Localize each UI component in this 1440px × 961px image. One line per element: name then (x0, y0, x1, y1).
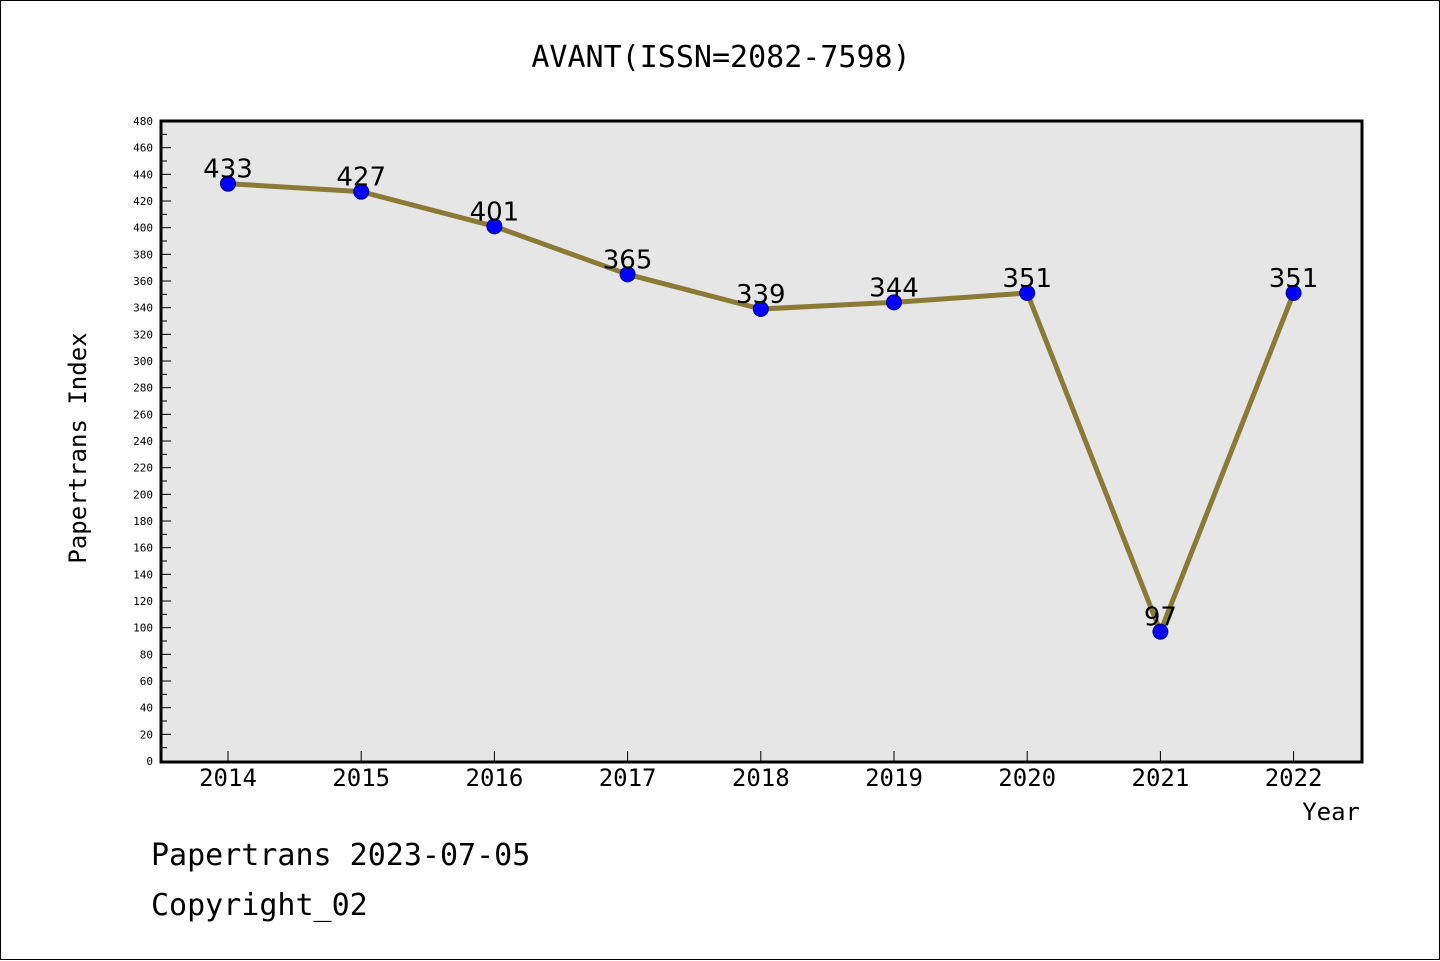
y-tick-label: 260 (133, 408, 153, 421)
y-tick-label: 480 (133, 115, 153, 128)
data-label: 344 (869, 273, 919, 303)
y-axis-label: Papertrans Index (64, 332, 92, 563)
y-tick-label: 60 (140, 675, 153, 688)
x-axis-label: Year (1302, 798, 1360, 826)
y-tick-label: 160 (133, 542, 153, 555)
y-tick-label: 440 (133, 168, 153, 181)
y-tick-label: 140 (133, 568, 153, 581)
x-tick-label: 2022 (1265, 764, 1323, 792)
data-label: 97 (1144, 603, 1177, 633)
y-tick-label: 280 (133, 382, 153, 395)
data-point (1152, 623, 1169, 640)
y-tick-label: 340 (133, 302, 153, 315)
plot-area (161, 121, 1362, 762)
y-tick-label: 400 (133, 222, 153, 235)
x-tick-label: 2016 (466, 764, 524, 792)
data-point (353, 183, 370, 200)
y-tick-label: 460 (133, 142, 153, 155)
data-label: 427 (336, 163, 386, 193)
data-label: 365 (603, 245, 653, 275)
footer-date: Papertrans 2023-07-05 (151, 838, 530, 873)
data-point (619, 266, 636, 283)
y-tick-label: 180 (133, 515, 153, 528)
y-tick-label: 100 (133, 622, 153, 635)
y-tick-label: 420 (133, 195, 153, 208)
plot-border (159, 119, 1364, 764)
x-tick-label: 2015 (332, 764, 390, 792)
y-tick-label: 380 (133, 248, 153, 261)
data-label: 401 (470, 197, 520, 227)
x-tick-label: 2018 (732, 764, 790, 792)
x-tick-label: 2014 (199, 764, 257, 792)
y-tick-label: 40 (140, 702, 153, 715)
y-tick-label: 120 (133, 595, 153, 608)
data-point (886, 294, 902, 311)
data-point (220, 175, 236, 192)
x-tick-label: 2019 (865, 764, 923, 792)
y-tick-label: 80 (140, 648, 153, 661)
x-axis-ticks: 2014 2015 2016 2017 2018 2019 2020 2021 2022 (199, 751, 1322, 792)
y-tick-label: 360 (133, 275, 153, 288)
data-label: 433 (203, 155, 253, 185)
data-point (1285, 285, 1302, 301)
y-tick-label: 20 (140, 728, 153, 741)
data-point (486, 218, 503, 235)
y-tick-label: 220 (133, 462, 153, 475)
data-point (752, 301, 769, 317)
y-tick-label: 0 (146, 755, 153, 768)
data-label: 351 (1269, 264, 1319, 294)
y-tick-label: 300 (133, 355, 153, 368)
data-label: 351 (1002, 264, 1052, 294)
y-tick-label: 200 (133, 488, 153, 501)
x-tick-label: 2021 (1132, 764, 1190, 792)
data-point (1019, 285, 1036, 301)
x-tick-label: 2020 (998, 764, 1056, 792)
footer-copyright: Copyright_02 (151, 888, 368, 923)
y-tick-label: 240 (133, 435, 153, 448)
y-axis-ticks: 0 20 40 60 80 100 120 140 160 180 200 220 240 260 280 3… (133, 115, 171, 768)
y-tick-label: 320 (133, 328, 153, 341)
x-tick-label: 2017 (599, 764, 657, 792)
data-label: 339 (736, 280, 786, 310)
series-group: 433 427 401 365 339 344 351 97 351 (203, 155, 1318, 640)
chart-title: AVANT(ISSN=2082-7598) (531, 40, 910, 75)
